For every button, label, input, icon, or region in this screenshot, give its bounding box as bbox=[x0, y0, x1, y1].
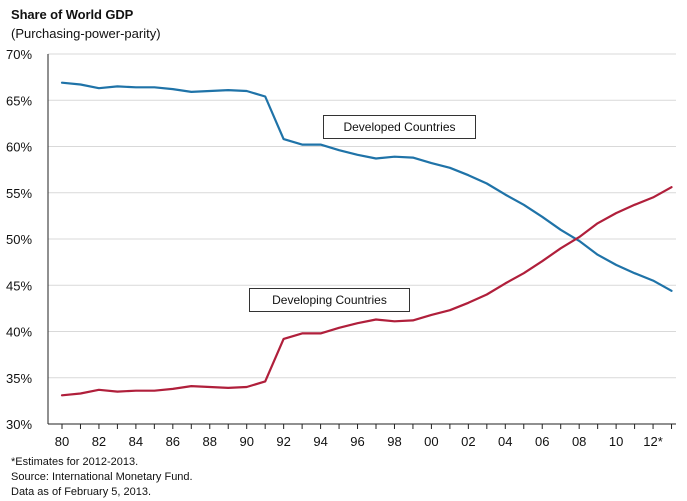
x-tick-label: 80 bbox=[55, 434, 69, 449]
y-tick-label: 65% bbox=[6, 93, 32, 108]
developed-countries-line bbox=[60, 81, 673, 292]
y-tick-label: 45% bbox=[6, 278, 32, 293]
y-tick-label: 40% bbox=[6, 325, 32, 340]
x-tick-label: 08 bbox=[572, 434, 586, 449]
x-tick-label: 98 bbox=[387, 434, 401, 449]
series-lines bbox=[60, 81, 673, 397]
x-tick-label: 86 bbox=[166, 434, 180, 449]
x-tick-label: 02 bbox=[461, 434, 475, 449]
x-tick-label: 84 bbox=[129, 434, 143, 449]
x-tick-label: 00 bbox=[424, 434, 438, 449]
x-tick-label: 12* bbox=[643, 434, 663, 449]
footnote-estimates: *Estimates for 2012-2013. bbox=[11, 456, 139, 468]
developed-countries-label: Developed Countries bbox=[323, 115, 476, 139]
chart-title: Share of World GDP bbox=[11, 7, 134, 22]
x-tick-labels: 80 82 84 86 88 90 92 94 96 98 00 02 04 06 08 10 12* bbox=[55, 434, 663, 449]
footnote-date: Data as of February 5, 2013. bbox=[11, 486, 152, 498]
x-tick-label: 94 bbox=[313, 434, 327, 449]
x-tick-label: 06 bbox=[535, 434, 549, 449]
x-tick-label: 92 bbox=[276, 434, 290, 449]
y-tick-label: 55% bbox=[6, 186, 32, 201]
chart-subtitle: (Purchasing-power-parity) bbox=[11, 26, 161, 41]
x-tick-label: 04 bbox=[498, 434, 512, 449]
y-tick-label: 60% bbox=[6, 140, 32, 155]
y-tick-labels: 30% 35% 40% 45% 50% 55% 60% 65% 70% bbox=[6, 47, 32, 432]
y-tick-label: 30% bbox=[6, 417, 32, 432]
footnote-source: Source: International Monetary Fund. bbox=[11, 471, 193, 483]
x-tick-label: 82 bbox=[92, 434, 106, 449]
x-tick-label: 88 bbox=[203, 434, 217, 449]
y-tick-label: 70% bbox=[6, 47, 32, 62]
x-tick-label: 10 bbox=[609, 434, 623, 449]
y-tick-label: 50% bbox=[6, 232, 32, 247]
x-tick-label: 96 bbox=[350, 434, 364, 449]
gridlines bbox=[48, 53, 676, 379]
developing-countries-label: Developing Countries bbox=[249, 288, 410, 312]
developing-countries-line bbox=[60, 186, 673, 397]
y-tick-label: 35% bbox=[6, 371, 32, 386]
x-tick-label: 90 bbox=[239, 434, 253, 449]
axes bbox=[47, 54, 676, 429]
